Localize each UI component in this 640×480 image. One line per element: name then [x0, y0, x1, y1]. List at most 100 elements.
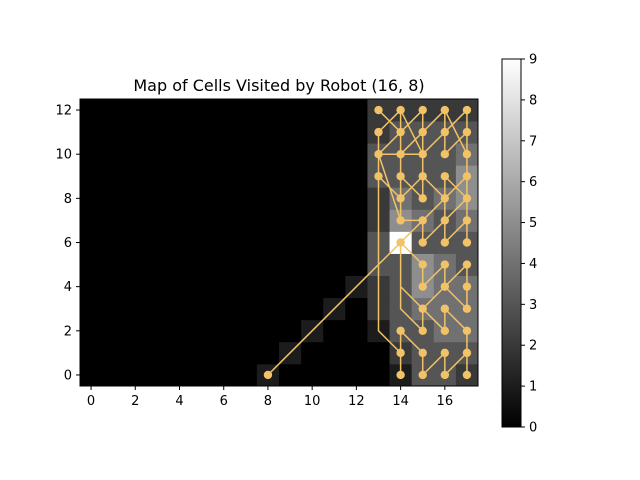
heatmap-cell [190, 319, 214, 343]
heatmap-cell [146, 143, 169, 166]
heatmap-cell [80, 187, 103, 210]
heatmap-cell [234, 231, 258, 254]
heatmap-cell [212, 165, 236, 188]
heatmap-cell [190, 99, 214, 122]
heatmap-cell [80, 275, 103, 299]
heatmap-cell [279, 187, 302, 210]
robot-marker [440, 172, 450, 181]
robot-marker [418, 238, 427, 247]
heatmap-cell [323, 253, 346, 277]
robot-marker [440, 105, 450, 115]
heatmap-cell [301, 297, 324, 321]
heatmap-cell [256, 165, 280, 188]
heatmap-cell [279, 275, 302, 299]
x-tick-label: 6 [220, 394, 228, 409]
heatmap-cell [212, 187, 236, 210]
heatmap-cell [234, 319, 258, 343]
robot-marker [440, 194, 450, 203]
heatmap-cell [256, 297, 280, 321]
heatmap-cell [212, 99, 236, 122]
heatmap-cell [146, 187, 169, 210]
heatmap-cell [80, 231, 103, 254]
heatmap-cell [323, 165, 346, 188]
colorbar-tick-label: 3 [529, 298, 537, 313]
heatmap-cell [146, 253, 169, 277]
heatmap-cell [279, 209, 302, 232]
robot-marker [396, 238, 405, 247]
heatmap-cell [102, 275, 125, 299]
heatmap-cell [234, 143, 258, 166]
heatmap-cell [323, 121, 346, 144]
heatmap-cell [190, 143, 214, 166]
heatmap-cell [80, 99, 103, 122]
heatmap-cell [256, 99, 280, 122]
robot-marker [418, 326, 427, 336]
y-tick-label: 12 [55, 104, 72, 119]
robot-marker [418, 172, 427, 181]
heatmap-cell [146, 209, 169, 232]
robot-marker [418, 194, 427, 203]
heatmap-cell [190, 121, 214, 144]
heatmap-cell [168, 121, 191, 144]
colorbar-tick-label: 7 [529, 134, 537, 149]
heatmap-cell [345, 187, 368, 210]
heatmap-cell [212, 253, 236, 277]
heatmap-cell [256, 187, 280, 210]
x-tick-label: 4 [175, 394, 183, 409]
heatmap-cell [168, 297, 191, 321]
robot-marker [440, 370, 450, 380]
heatmap-cell [345, 99, 368, 122]
heatmap-cell [279, 121, 302, 144]
colorbar-tick-label: 0 [529, 421, 537, 436]
x-tick-label: 12 [348, 394, 365, 409]
heatmap-cell [102, 297, 125, 321]
x-tick-label: 0 [87, 394, 95, 409]
robot-marker [440, 326, 450, 336]
heatmap-cell [102, 165, 125, 188]
heatmap-cell [168, 363, 191, 386]
robot-marker [374, 172, 383, 181]
heatmap-cell [146, 341, 169, 365]
heatmap-cell [323, 363, 346, 386]
heatmap-cell [323, 319, 346, 343]
heatmap-cell [190, 341, 214, 365]
heatmap-cell [234, 121, 258, 144]
y-tick-label: 8 [64, 192, 72, 207]
heatmap-cell [80, 209, 103, 232]
heatmap-cell [124, 275, 147, 299]
robot-marker [418, 304, 427, 313]
heatmap-cell [212, 121, 236, 144]
heatmap-cell [124, 297, 147, 321]
y-tick-label: 0 [64, 368, 72, 383]
robot-marker [462, 326, 472, 336]
chart-title: Map of Cells Visited by Robot (16, 8) [133, 76, 424, 95]
robot-marker [440, 127, 450, 137]
heatmap-cell [168, 209, 191, 232]
robot-marker [462, 216, 472, 225]
colorbar-tick-label: 2 [529, 339, 537, 354]
heatmap-cell [190, 297, 214, 321]
heatmap-cell [345, 363, 368, 386]
heatmap-cell [80, 297, 103, 321]
y-tick-label: 4 [64, 280, 72, 295]
heatmap-cell [212, 341, 236, 365]
heatmap-cell [301, 363, 324, 386]
colorbar-tick-label: 1 [529, 380, 537, 395]
heatmap-cell [212, 319, 236, 343]
heatmap-cell [190, 209, 214, 232]
heatmap-cell [301, 341, 324, 365]
heatmap-cell [323, 187, 346, 210]
robot-marker [396, 216, 405, 225]
heatmap-cell [124, 187, 147, 210]
heatmap-cell [279, 319, 302, 343]
heatmap-cell [301, 209, 324, 232]
heatmap-cell [102, 99, 125, 122]
robot-marker [396, 149, 405, 159]
heatmap-cell [279, 165, 302, 188]
robot-marker [396, 172, 405, 181]
heatmap-cell [234, 165, 258, 188]
heatmap-cell [102, 187, 125, 210]
heatmap-cell [301, 275, 324, 299]
robot-marker [462, 127, 472, 137]
